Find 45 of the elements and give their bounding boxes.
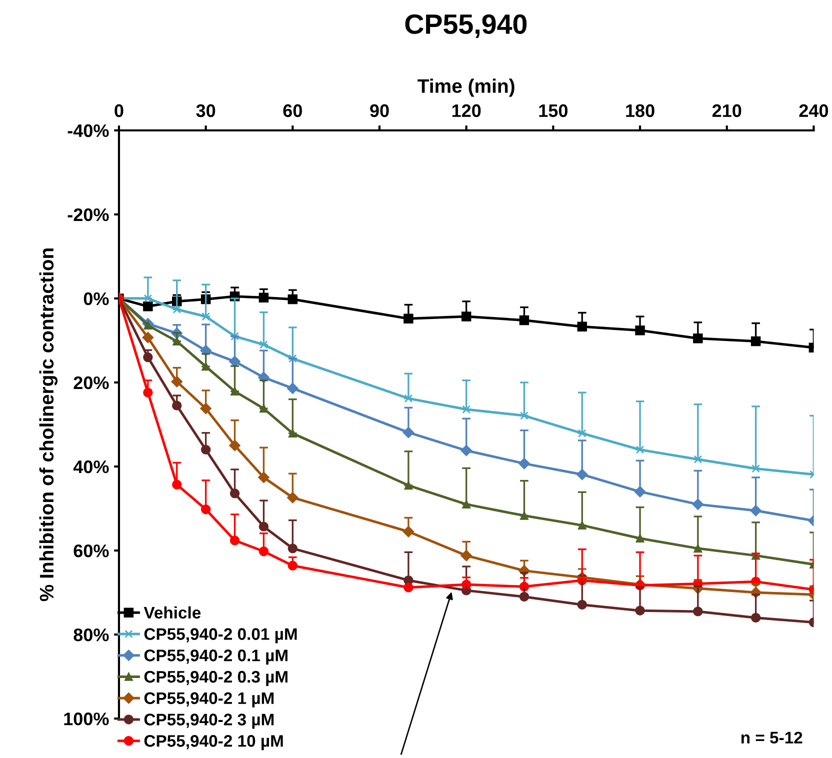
y-tick-label: 20% (74, 376, 109, 390)
y-tick-label: -40% (68, 124, 109, 138)
legend-label: CP55,940-2 10 µM (144, 735, 283, 750)
y-tick-label: -20% (68, 208, 109, 222)
point (462, 405, 471, 414)
legend-label: CP55,940-2 0.01 µM (144, 628, 297, 644)
x-axis-title: Time (min) (418, 78, 514, 97)
point (694, 455, 702, 464)
y-tick-label: 80% (74, 628, 109, 642)
x-tick-label: 150 (539, 104, 568, 118)
x-tick-label: 240 (799, 104, 828, 118)
point (142, 332, 154, 344)
point (752, 464, 760, 473)
legend-label: Vehicle (144, 606, 201, 619)
point (520, 411, 528, 420)
point (636, 446, 644, 454)
text: n = 5-12 (741, 732, 802, 744)
y-tick-label: 40% (73, 460, 109, 474)
point (202, 312, 210, 321)
point (404, 394, 413, 403)
x-tick-label: 180 (626, 104, 654, 118)
x-tick-label: 120 (452, 104, 481, 118)
x-tick-label: 60 (283, 104, 302, 118)
point (143, 302, 153, 312)
point (172, 305, 182, 314)
x-tick-label: 0 (114, 104, 124, 118)
y-tick-label: 0% (84, 292, 109, 306)
chart-title: CP55,940 (405, 14, 527, 38)
x-tick-label: 30 (196, 104, 216, 118)
x-tick-label: 210 (712, 104, 742, 118)
point (260, 340, 268, 349)
point (404, 582, 414, 592)
point (578, 429, 586, 438)
point (230, 332, 239, 340)
point (288, 354, 297, 363)
y-tick-label: 60% (74, 544, 109, 558)
legend-label: CP55,940-2 0.1 µM (144, 650, 288, 665)
legend-label: CP55,940-2 0.3 µM (144, 670, 288, 686)
y-tick-label: 100% (64, 712, 109, 726)
x-tick-label: 90 (370, 104, 389, 118)
point (144, 321, 152, 330)
legend-label: CP55,940-2 1 µM (144, 692, 274, 708)
legend-label: CP55,940-2 3 µM (144, 714, 274, 729)
point (144, 294, 152, 303)
y-axis-title: % Inhibition of cholinergic contraction (39, 248, 58, 602)
